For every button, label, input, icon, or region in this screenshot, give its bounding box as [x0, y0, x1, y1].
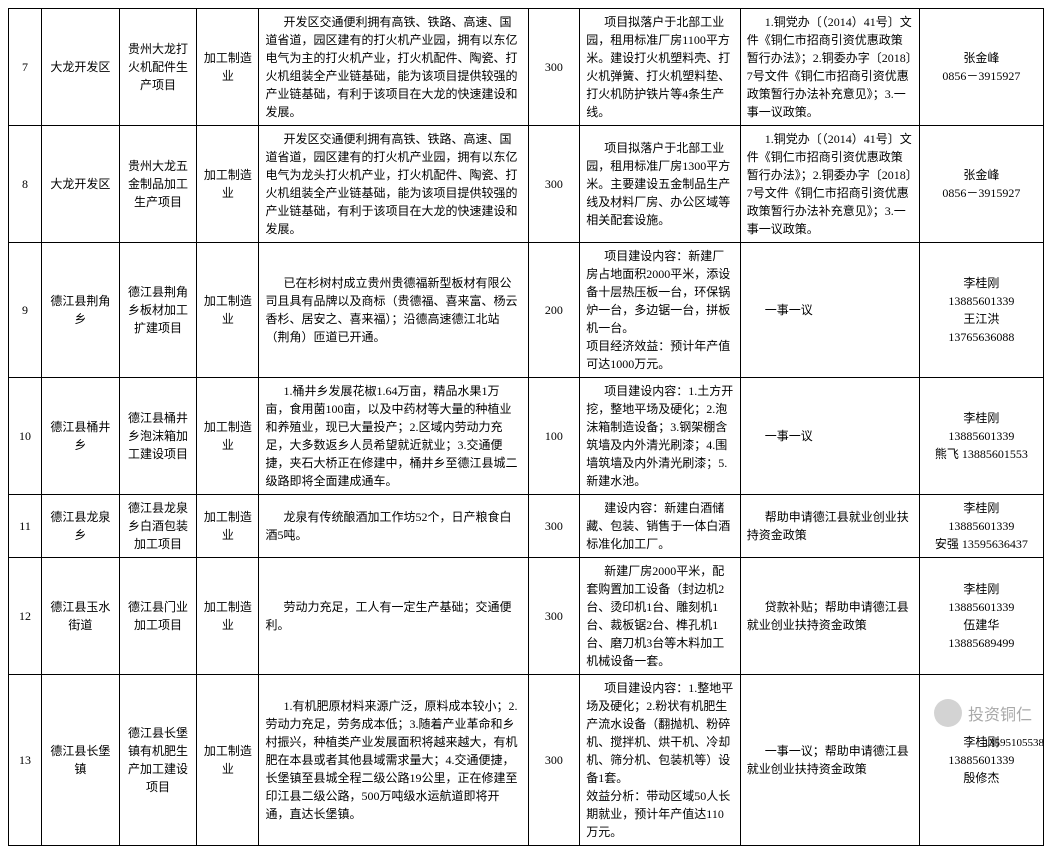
wechat-icon: [934, 699, 962, 727]
cell: 贵州大龙五金制品加工生产项目: [119, 126, 197, 243]
cell: 德江县桶井乡泡沫箱加工建设项目: [119, 378, 197, 495]
cell: 大龙开发区: [42, 126, 120, 243]
cell: 1.铜党办〔（2014）41号〕文件《铜仁市招商引资优惠政策暂行办法》；2.铜委…: [740, 9, 919, 126]
cell: 贷款补贴；帮助申请德江县就业创业扶持资金政策: [740, 558, 919, 675]
cell: 德江县龙泉乡: [42, 495, 120, 558]
cell: 劳动力充足，工人有一定生产基础；交通便利。: [259, 558, 528, 675]
cell: 1.铜党办〔（2014）41号〕文件《铜仁市招商引资优惠政策暂行办法》；2.铜委…: [740, 126, 919, 243]
cell: 德江县桶井乡: [42, 378, 120, 495]
cell: 10: [9, 378, 42, 495]
table-row: 13德江县长堡镇德江县长堡镇有机肥生产加工建设项目加工制造业1.有机肥原材料来源…: [9, 675, 1044, 846]
cell: 德江县荆角乡: [42, 243, 120, 378]
table-row: 10德江县桶井乡德江县桶井乡泡沫箱加工建设项目加工制造业1.桶井乡发展花椒1.6…: [9, 378, 1044, 495]
cell: 12: [9, 558, 42, 675]
cell: 一事一议；帮助申请德江县就业创业扶持资金政策: [740, 675, 919, 846]
cell: 加工制造业: [197, 243, 259, 378]
table-row: 9德江县荆角乡德江县荆角乡板材加工扩建项目加工制造业已在杉树村成立贵州贵德福新型…: [9, 243, 1044, 378]
cell: 德江县长堡镇有机肥生产加工建设项目: [119, 675, 197, 846]
cell: 300: [528, 126, 580, 243]
cell: 张金峰0856－3915927: [919, 126, 1043, 243]
extra-phone: 13595105538: [984, 737, 1045, 749]
cell: 加工制造业: [197, 495, 259, 558]
cell: 已在杉树村成立贵州贵德福新型板材有限公司且具有品牌以及商标（贵德福、喜来富、杨云…: [259, 243, 528, 378]
cell: 项目建设内容：新建厂房占地面积2000平米，添设备十层热压板一台，环保锅炉一台，…: [580, 243, 740, 378]
table-row: 12德江县玉水街道德江县门业加工项目加工制造业劳动力充足，工人有一定生产基础；交…: [9, 558, 1044, 675]
cell: 张金峰0856－3915927: [919, 9, 1043, 126]
cell: 开发区交通便利拥有高铁、铁路、高速、国道省道，园区建有的打火机产业园，拥有以东亿…: [259, 126, 528, 243]
cell: 建设内容：新建白酒储藏、包装、销售于一体白酒标准化加工厂。: [580, 495, 740, 558]
cell: 德江县玉水街道: [42, 558, 120, 675]
watermark-text: 投资铜仁: [968, 701, 1032, 725]
cell: 1.桶井乡发展花椒1.64万亩，精品水果1万亩，食用菌100亩，以及中药材等大量…: [259, 378, 528, 495]
table-row: 8大龙开发区贵州大龙五金制品加工生产项目加工制造业开发区交通便利拥有高铁、铁路、…: [9, 126, 1044, 243]
table-row: 11德江县龙泉乡德江县龙泉乡白酒包装加工项目加工制造业龙泉有传统酿酒加工作坊52…: [9, 495, 1044, 558]
cell: 加工制造业: [197, 558, 259, 675]
cell: 300: [528, 9, 580, 126]
cell: 加工制造业: [197, 126, 259, 243]
cell: 1.有机肥原材料来源广泛，原料成本较小；2.劳动力充足，劳务成本低；3.随着产业…: [259, 675, 528, 846]
cell: 李桂刚13885601339王江洪13765636088: [919, 243, 1043, 378]
cell: 一事一议: [740, 378, 919, 495]
cell: 8: [9, 126, 42, 243]
cell: 7: [9, 9, 42, 126]
cell: 100: [528, 378, 580, 495]
cell: 帮助申请德江县就业创业扶持资金政策: [740, 495, 919, 558]
cell: 加工制造业: [197, 9, 259, 126]
cell: 德江县门业加工项目: [119, 558, 197, 675]
cell: 德江县龙泉乡白酒包装加工项目: [119, 495, 197, 558]
table-row: 7大龙开发区贵州大龙打火机配件生产项目加工制造业开发区交通便利拥有高铁、铁路、高…: [9, 9, 1044, 126]
cell: 300: [528, 495, 580, 558]
cell: 贵州大龙打火机配件生产项目: [119, 9, 197, 126]
cell: 大龙开发区: [42, 9, 120, 126]
cell: 200: [528, 243, 580, 378]
cell: 13: [9, 675, 42, 846]
cell: 新建厂房2000平米，配套购置加工设备（封边机2台、烫印机1台、雕刻机1台、裁板…: [580, 558, 740, 675]
cell: 项目建设内容：1.整地平场及硬化；2.粉状有机肥生产流水设备（翻抛机、粉碎机、搅…: [580, 675, 740, 846]
cell: 德江县荆角乡板材加工扩建项目: [119, 243, 197, 378]
cell: 9: [9, 243, 42, 378]
project-table: 7大龙开发区贵州大龙打火机配件生产项目加工制造业开发区交通便利拥有高铁、铁路、高…: [8, 8, 1044, 846]
cell: 300: [528, 675, 580, 846]
cell: 11: [9, 495, 42, 558]
watermark: 投资铜仁: [934, 699, 1032, 727]
cell: 项目建设内容：1.土方开挖，整地平场及硬化；2.泡沫箱制造设备；3.钢架棚含筑墙…: [580, 378, 740, 495]
cell: 李桂刚13885601339伍建华13885689499: [919, 558, 1043, 675]
cell: 李桂刚13885601339熊飞 13885601553: [919, 378, 1043, 495]
cell: 龙泉有传统酿酒加工作坊52个，日产粮食白酒5吨。: [259, 495, 528, 558]
cell: 项目拟落户于北部工业园，租用标准厂房1100平方米。建设打火机塑料壳、打火机弹簧…: [580, 9, 740, 126]
cell: 一事一议: [740, 243, 919, 378]
cell: 加工制造业: [197, 675, 259, 846]
cell: 加工制造业: [197, 378, 259, 495]
cell: 300: [528, 558, 580, 675]
cell: 李桂刚13885601339安强 13595636437: [919, 495, 1043, 558]
cell: 德江县长堡镇: [42, 675, 120, 846]
cell: 项目拟落户于北部工业园，租用标准厂房1300平方米。主要建设五金制品生产线及材料…: [580, 126, 740, 243]
cell: 开发区交通便利拥有高铁、铁路、高速、国道省道，园区建有的打火机产业园，拥有以东亿…: [259, 9, 528, 126]
